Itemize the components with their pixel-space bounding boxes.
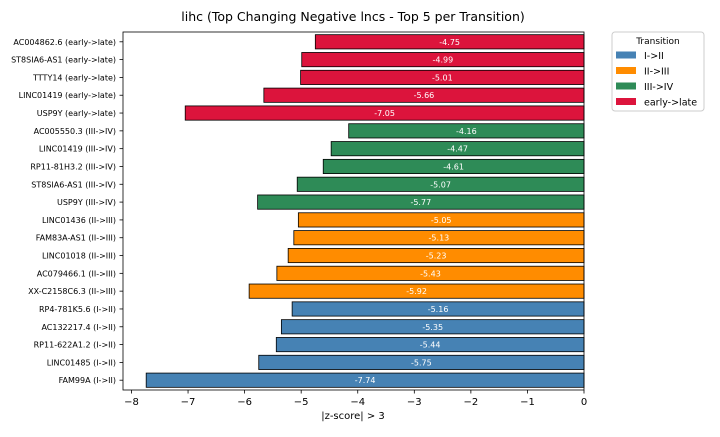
- y-tick-label: LINC01018 (II->III): [42, 252, 116, 261]
- bar-value-label: -4.47: [447, 145, 468, 154]
- bar-value-label: -7.74: [355, 376, 376, 385]
- y-tick-label: AC005550.3 (III->IV): [34, 127, 116, 136]
- legend: Transition I->II II->III III->IV early->late: [611, 31, 705, 112]
- y-tick-label: FAM83A-AS1 (II->III): [36, 234, 116, 243]
- x-tick-label: −6: [237, 397, 252, 408]
- y-tick-label: LINC01419 (III->IV): [39, 145, 116, 154]
- legend-label: I->II: [644, 51, 664, 62]
- bar-value-label: -5.75: [411, 358, 432, 367]
- y-tick-label: RP11-622A1.2 (I->II): [34, 341, 116, 350]
- bar-value-label: -4.16: [456, 127, 477, 136]
- bar-value-label: -5.01: [432, 73, 453, 82]
- x-tick-label: −5: [294, 397, 309, 408]
- y-tick-label: ST8SIA6-AS1 (III->IV): [31, 180, 116, 189]
- bar-value-label: -4.75: [439, 38, 460, 47]
- y-tick-label: XX-C2158C6.3 (II->III): [28, 287, 116, 296]
- y-tick-label: ST8SIA6-AS1 (early->late): [11, 56, 116, 65]
- bar-value-label: -4.99: [433, 56, 454, 65]
- y-tick-label: USP9Y (III->IV): [57, 198, 116, 207]
- bar-value-label: -5.43: [420, 269, 441, 278]
- chart-title: lihc (Top Changing Negative lncs - Top 5…: [181, 9, 525, 24]
- x-tick-label: −4: [350, 397, 365, 408]
- x-tick-label: −2: [463, 397, 478, 408]
- legend-label: II->III: [644, 67, 669, 78]
- y-tick-label: AC004862.6 (early->late): [13, 38, 116, 47]
- bar-value-label: -7.05: [374, 109, 395, 118]
- x-tick-label: −7: [181, 397, 196, 408]
- bar-value-label: -5.77: [410, 198, 431, 207]
- bar-value-label: -5.35: [422, 323, 443, 332]
- x-axis-label: |z-score| > 3: [321, 411, 385, 422]
- y-tick-label: AC132217.4 (I->II): [41, 323, 116, 332]
- y-tick-label: RP11-81H3.2 (III->IV): [30, 162, 116, 171]
- y-tick-label: RP4-781K5.6 (I->II): [39, 305, 116, 314]
- x-tick-label: −1: [520, 397, 535, 408]
- y-tick-label: FAM99A (I->II): [59, 376, 116, 385]
- y-tick-label: AC079466.1 (II->III): [37, 269, 116, 278]
- legend-label: early->late: [644, 98, 697, 109]
- y-tick-label: USP9Y (early->late): [37, 109, 116, 118]
- legend-swatch: [616, 98, 636, 105]
- legend-swatch: [616, 67, 636, 74]
- bar-value-label: -5.07: [430, 180, 451, 189]
- bar-value-label: -5.23: [426, 252, 447, 261]
- x-tick-label: 0: [581, 397, 587, 408]
- legend-swatch: [616, 51, 636, 59]
- legend-label: III->IV: [644, 82, 674, 93]
- bar-value-label: -5.13: [429, 234, 450, 243]
- legend-title: Transition: [635, 37, 680, 47]
- y-tick-label: LINC01436 (II->III): [42, 216, 116, 225]
- bar-value-label: -5.05: [431, 216, 452, 225]
- bar-value-label: -5.66: [414, 91, 435, 100]
- plot-frame: [122, 31, 585, 391]
- bar-value-label: -5.92: [406, 287, 427, 296]
- legend-swatch: [616, 82, 636, 90]
- y-tick-label: TTTY14 (early->late): [32, 73, 116, 82]
- x-tick-label: −8: [124, 397, 139, 408]
- y-tick-label: LINC01419 (early->late): [19, 91, 116, 100]
- y-tick-label: LINC01485 (I->II): [47, 358, 116, 367]
- bar-value-label: -4.61: [443, 162, 464, 171]
- x-tick-label: −3: [407, 397, 422, 408]
- bar-value-label: -5.16: [428, 305, 449, 314]
- bar-value-label: -5.44: [420, 341, 441, 350]
